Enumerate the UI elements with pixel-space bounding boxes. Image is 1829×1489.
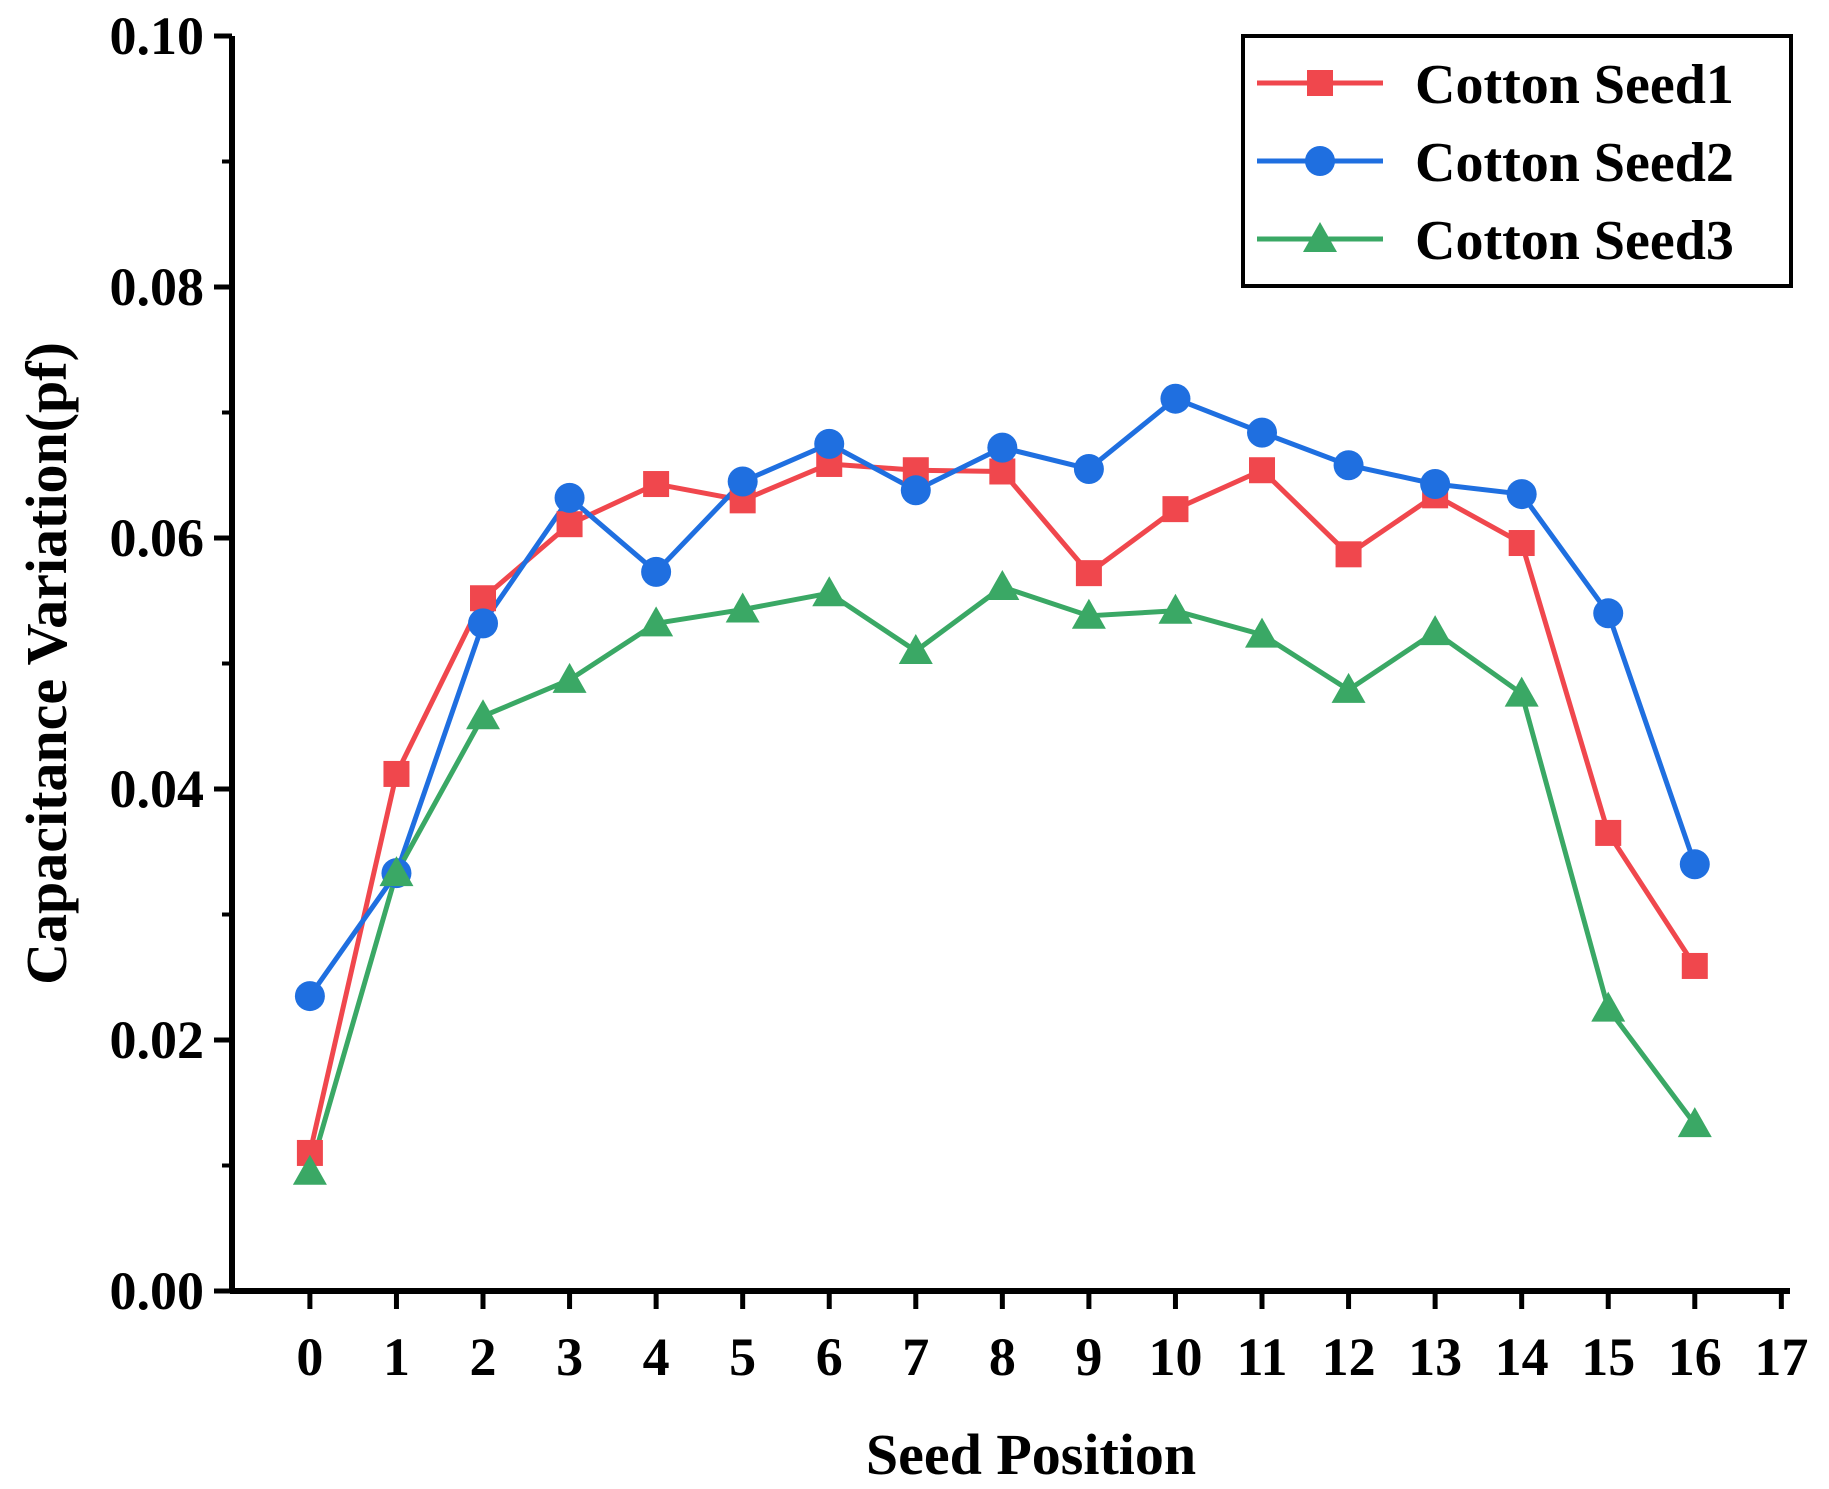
axes: 0.000.020.040.060.080.100 1 2 3 4 5 6 7 8 9 10 11 12… [14, 6, 1808, 1487]
data-point-series-3 [1071, 598, 1106, 629]
data-point-series-3 [1677, 1107, 1712, 1138]
data-point-series-2 [1679, 849, 1710, 880]
x-tick-label: 11 [1236, 1327, 1287, 1387]
data-point-series-3 [1591, 991, 1626, 1022]
data-point-series-3 [552, 662, 587, 693]
x-tick-label: 15 [1581, 1327, 1635, 1387]
y-tick-label: 0.08 [110, 257, 205, 317]
data-point-series-2 [1073, 453, 1104, 484]
data-point-series-3 [1158, 593, 1193, 624]
data-point-series-1 [383, 760, 410, 787]
data-point-series-3 [1331, 672, 1366, 703]
data-point-series-2 [554, 482, 585, 513]
y-tick-label: 0.04 [110, 759, 205, 819]
data-point-series-3 [725, 592, 760, 623]
data-point-series-1 [556, 511, 583, 538]
data-point-series-1 [1681, 952, 1708, 979]
data-point-series-1 [1162, 496, 1189, 523]
data-point-series-3 [1418, 615, 1453, 646]
data-point-series-1 [1075, 560, 1102, 587]
y-tick-label: 0.00 [110, 1261, 205, 1321]
y-axis-title: Capacitance Variation(pf) [14, 342, 79, 985]
legend-marker-1 [1307, 70, 1333, 96]
x-axis-title: Seed Position [866, 1422, 1196, 1487]
data-point-series-3 [466, 699, 501, 730]
x-tick-label: 7 [902, 1327, 929, 1387]
data-point-series-1 [1249, 457, 1276, 484]
y-tick-label: 0.10 [110, 6, 205, 66]
x-tick-label: 17 [1754, 1327, 1808, 1387]
x-tick-label: 12 [1322, 1327, 1376, 1387]
data-point-series-2 [1333, 450, 1364, 481]
x-tick-label: 6 [816, 1327, 843, 1387]
data-point-series-2 [1247, 417, 1278, 448]
data-point-series-3 [379, 856, 414, 887]
series-line-3 [307, 584, 1697, 1173]
data-point-series-3 [985, 569, 1020, 600]
data-point-series-2 [1506, 479, 1537, 510]
y-tick-label: 0.06 [110, 508, 205, 568]
series-line-2 [307, 396, 1698, 998]
legend-label-2: Cotton Seed2 [1415, 132, 1734, 194]
series-line-1 [307, 461, 1697, 1154]
legend-marker-2 [1305, 146, 1335, 176]
y-tick-label: 0.02 [110, 1010, 205, 1070]
x-tick-label: 1 [383, 1327, 410, 1387]
data-point-series-1 [1335, 541, 1362, 568]
plot-area [292, 383, 1712, 1185]
x-tick-label: 13 [1408, 1327, 1462, 1387]
data-point-series-3 [898, 633, 933, 664]
data-point-series-3 [1504, 676, 1539, 707]
x-tick-label: 0 [296, 1327, 323, 1387]
x-tick-label: 16 [1668, 1327, 1722, 1387]
data-point-series-2 [1593, 598, 1624, 629]
data-point-series-2 [1420, 469, 1451, 500]
x-tick-label: 14 [1495, 1327, 1549, 1387]
data-point-series-1 [989, 458, 1016, 485]
data-point-series-1 [1508, 530, 1535, 557]
data-point-series-2 [468, 608, 499, 639]
data-point-series-2 [641, 556, 672, 587]
data-point-series-2 [814, 428, 845, 459]
x-tick-label: 10 [1148, 1327, 1202, 1387]
data-point-series-1 [1595, 819, 1622, 846]
legend-marker-3 [1303, 222, 1337, 252]
data-point-series-2 [987, 432, 1018, 463]
x-tick-label: 4 [643, 1327, 670, 1387]
data-point-series-2 [900, 475, 931, 506]
data-point-series-3 [292, 1154, 327, 1185]
x-tick-label: 3 [556, 1327, 583, 1387]
x-tick-label: 9 [1075, 1327, 1102, 1387]
x-tick-label: 5 [729, 1327, 756, 1387]
data-point-series-1 [470, 585, 497, 612]
legend-label-3: Cotton Seed3 [1415, 210, 1734, 272]
data-point-series-3 [812, 576, 847, 607]
data-point-series-2 [1160, 383, 1191, 414]
data-point-series-3 [1245, 617, 1280, 648]
legend-label-1: Cotton Seed1 [1415, 54, 1734, 116]
data-point-series-1 [643, 471, 670, 498]
x-tick-label: 8 [989, 1327, 1016, 1387]
data-point-series-3 [639, 606, 674, 637]
data-point-series-2 [294, 981, 325, 1012]
data-point-series-2 [727, 466, 758, 497]
x-tick-label: 2 [470, 1327, 497, 1387]
legend: Cotton Seed1 Cotton Seed2 Cotton Seed3 [1241, 34, 1793, 288]
